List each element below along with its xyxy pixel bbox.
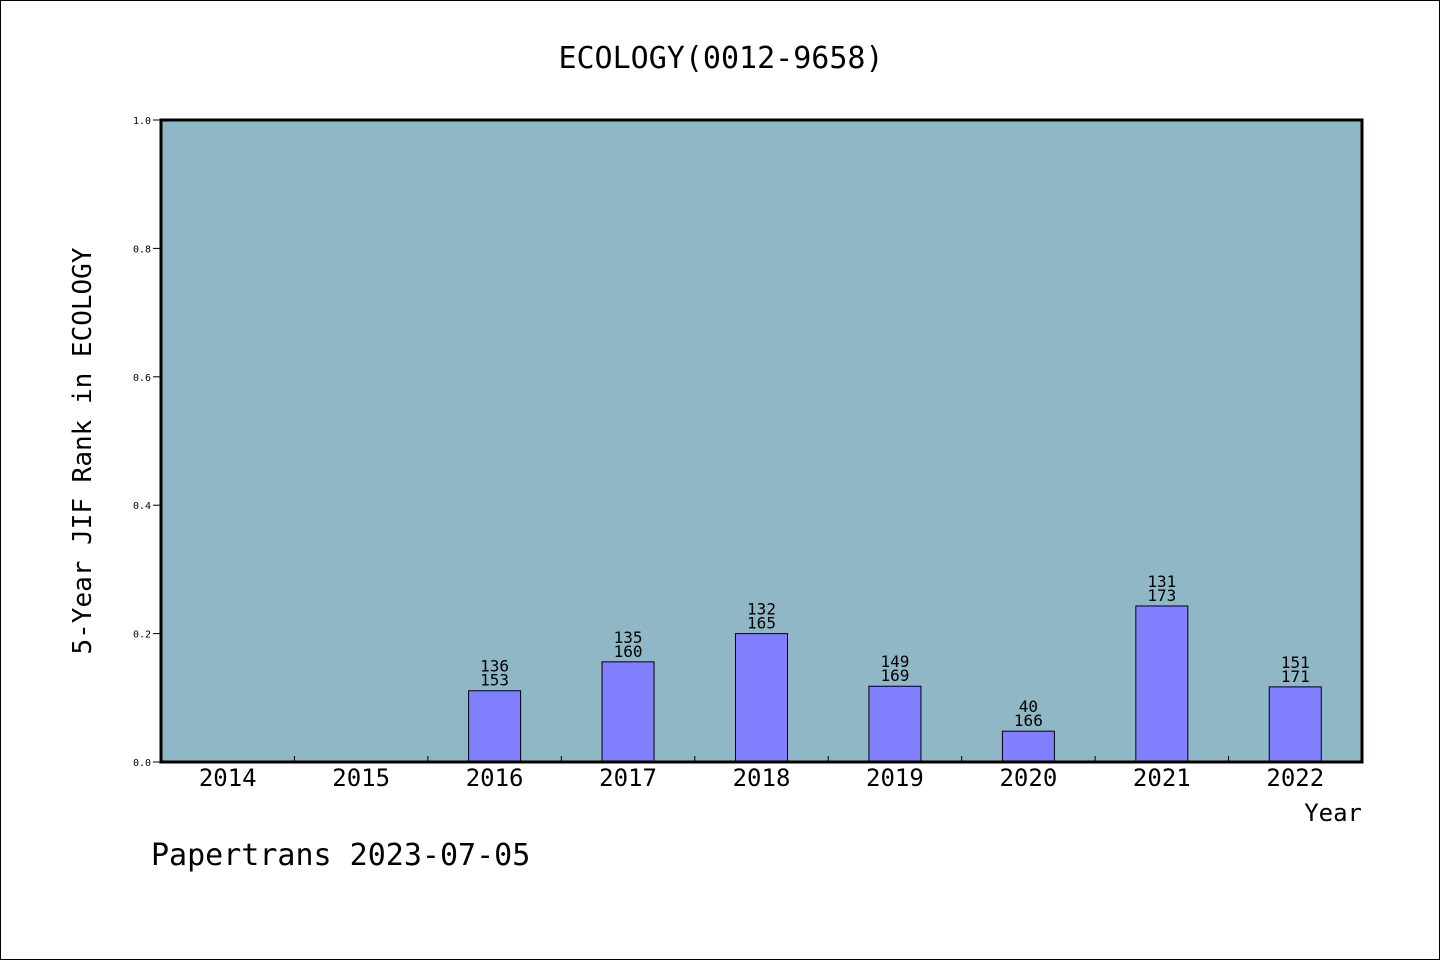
x-tick-label: 2020 bbox=[999, 764, 1057, 792]
bar bbox=[1268, 686, 1322, 763]
bar-rank-label: 132 bbox=[747, 600, 776, 619]
y-tick-label: 0.4 bbox=[133, 501, 151, 512]
bar-rank-label: 135 bbox=[614, 628, 643, 647]
plot-border bbox=[159, 118, 1364, 764]
x-tick-label: 2019 bbox=[866, 764, 924, 792]
y-tick-label: 0.2 bbox=[133, 630, 151, 641]
x-tick-label: 2014 bbox=[199, 764, 257, 792]
y-axis-label: 5-Year JIF Rank in ECOLOGY bbox=[68, 247, 98, 654]
bar-total-label: 166 bbox=[1014, 711, 1043, 730]
x-tick-label: 2015 bbox=[332, 764, 390, 792]
chart-title: ECOLOGY(0012-9658) bbox=[558, 41, 883, 76]
bar bbox=[468, 690, 522, 763]
bar-rank-label: 151 bbox=[1281, 653, 1310, 672]
bar-total-label: 165 bbox=[747, 614, 776, 633]
y-tick-label: 0.0 bbox=[133, 758, 151, 769]
bar-rank-label: 40 bbox=[1019, 697, 1038, 716]
bar-total-label: 169 bbox=[880, 666, 909, 685]
x-tick-label: 2021 bbox=[1133, 764, 1191, 792]
bar bbox=[868, 685, 922, 763]
bar-rank-label: 136 bbox=[480, 657, 509, 676]
x-axis-label: Year bbox=[1304, 799, 1362, 827]
x-tick-label: 2017 bbox=[599, 764, 657, 792]
bar bbox=[735, 633, 788, 763]
bar bbox=[601, 661, 655, 763]
bar-total-label: 153 bbox=[480, 671, 509, 690]
bar-total-label: 171 bbox=[1281, 667, 1310, 686]
x-tick-label: 2016 bbox=[466, 764, 524, 792]
footer-text: Papertrans 2023-07-05 bbox=[151, 838, 530, 873]
bar bbox=[1001, 730, 1055, 763]
bar-rank-label: 149 bbox=[880, 652, 909, 671]
y-tick-label: 0.6 bbox=[133, 373, 151, 384]
y-tick-label: 1.0 bbox=[133, 116, 151, 127]
bar-total-label: 160 bbox=[614, 642, 643, 661]
x-tick-label: 2018 bbox=[733, 764, 791, 792]
x-tick-label: 2022 bbox=[1266, 764, 1324, 792]
bar bbox=[1135, 605, 1189, 763]
bar-rank-label: 131 bbox=[1147, 572, 1176, 591]
y-tick-label: 0.8 bbox=[133, 244, 151, 255]
bar-total-label: 173 bbox=[1147, 586, 1176, 605]
